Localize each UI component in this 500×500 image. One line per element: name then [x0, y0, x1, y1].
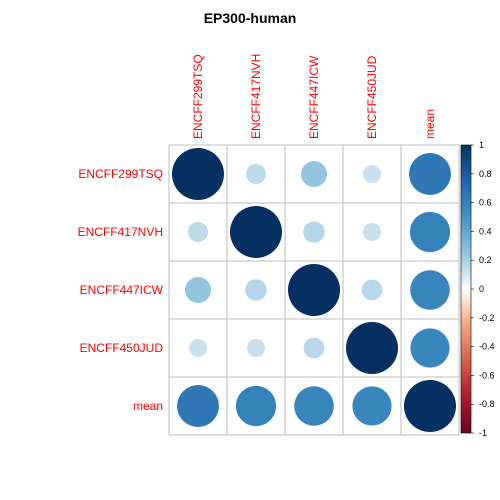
correlation-circle [303, 337, 325, 359]
color-bar-tick-label: 0.2 [479, 255, 492, 265]
correlation-circle [185, 277, 211, 303]
color-bar-tick-label: -0.8 [479, 399, 495, 409]
row-label: ENCFF417NVH [78, 225, 163, 239]
row-label: ENCFF450JUD [80, 341, 164, 355]
row-label: ENCFF299TSQ [78, 167, 163, 181]
row-labels: ENCFF299TSQ ENCFF417NVH ENCFF447ICW ENCFF45… [78, 167, 164, 413]
correlation-circle [410, 270, 450, 310]
correlation-circle [404, 380, 456, 432]
correlation-circle [235, 385, 277, 427]
correlation-circle [172, 148, 224, 200]
color-bar-tick-label: -0.4 [479, 342, 495, 352]
column-label: ENCFF417NVH [249, 54, 263, 139]
correlation-circle [288, 264, 340, 316]
correlation-circle [362, 164, 382, 184]
correlation-circle [352, 386, 392, 426]
correlation-circle [187, 221, 209, 243]
correlation-circle [245, 279, 267, 301]
row-label: mean [133, 399, 163, 413]
color-bar-tick-label: 0.4 [479, 226, 492, 236]
correlation-circle [361, 279, 383, 301]
correlation-circles [172, 148, 456, 432]
correlation-circle [294, 386, 334, 426]
correlation-circle [301, 161, 327, 187]
row-label: ENCFF447ICW [80, 283, 164, 297]
column-label: ENCFF447ICW [307, 55, 321, 139]
color-bar-tick-label: -1 [479, 428, 487, 438]
correlation-circle [362, 222, 382, 242]
correlation-circle [409, 153, 451, 195]
correlation-circle [188, 338, 208, 358]
correlation-circle [230, 206, 282, 258]
color-bar-tick-label: -0.2 [479, 313, 495, 323]
color-bar [460, 144, 472, 434]
correlation-circle [245, 163, 267, 185]
column-labels: ENCFF299TSQ ENCFF417NVH ENCFF447ICW ENCFF45… [191, 54, 437, 139]
color-bar-tick-label: 0 [479, 284, 484, 294]
color-bar-tick-label: -0.6 [479, 370, 495, 380]
correlation-circle [409, 211, 451, 253]
color-legend: 1 0.8 0.6 0.4 0.2 0 -0.2 -0.4 -0.6 -0.8 -1 [460, 140, 495, 438]
correlation-circle [177, 385, 219, 427]
correlation-circle [346, 322, 398, 374]
color-bar-tick-label: 0.8 [479, 169, 492, 179]
column-label: ENCFF299TSQ [191, 54, 205, 139]
chart-title: EP300-human [204, 10, 297, 26]
correlation-circle [303, 221, 325, 243]
column-label: mean [423, 109, 437, 139]
color-bar-tick-label: 0.6 [479, 198, 492, 208]
correlation-circle [246, 338, 266, 358]
column-label: ENCFF450JUD [365, 55, 379, 139]
color-bar-tick-label: 1 [479, 140, 484, 150]
correlation-circle [410, 328, 450, 368]
